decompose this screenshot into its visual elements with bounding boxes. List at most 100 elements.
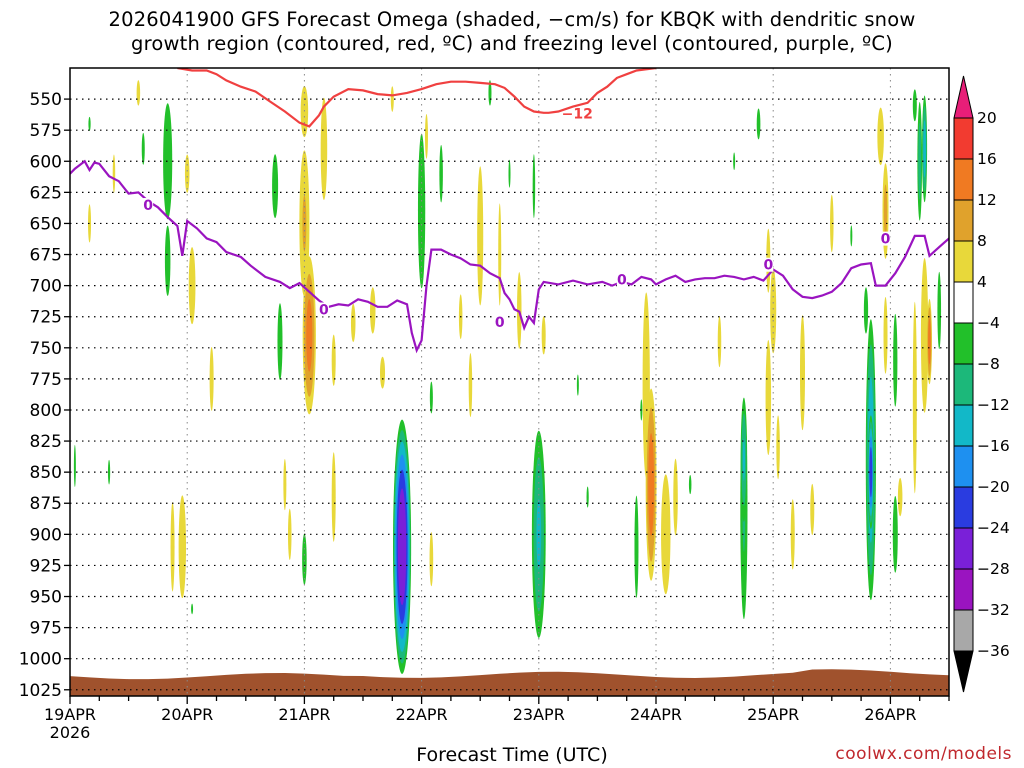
pressure-tick-label: 975 — [30, 619, 62, 639]
colorbar-bottom-triangle — [953, 650, 974, 693]
omega-cell — [586, 486, 589, 508]
colorbar-swatch — [953, 322, 974, 365]
freezing-contour-label: 0 — [143, 198, 153, 214]
omega-cell — [634, 495, 639, 598]
omega-cell — [390, 86, 394, 112]
pressure-axis: 550 575 600 625 650 675 700 725 750 775 800 825 850 8… — [19, 90, 70, 701]
omega-shade — [107, 459, 111, 485]
omega-cell — [922, 95, 928, 203]
omega-cell — [184, 154, 190, 193]
omega-shade — [331, 452, 336, 542]
omega-cell — [429, 532, 434, 587]
pressure-tick-label: 775 — [30, 370, 62, 390]
omega-shade — [283, 459, 287, 511]
chart-title-line-1: 2026041900 GFS Forecast Omega (shaded, −… — [108, 8, 916, 31]
omega-shade — [688, 475, 692, 495]
time-tick-label: 26APR — [864, 705, 916, 724]
colorbar-level-label: −36 — [977, 642, 1010, 660]
omega-shade — [892, 495, 898, 573]
omega-cell — [141, 132, 145, 165]
omega-shade — [918, 122, 922, 200]
omega-shade — [429, 381, 433, 414]
omega-cell — [541, 316, 546, 355]
time-tick-label: 25APR — [747, 705, 799, 724]
pressure-tick-label: 800 — [30, 401, 62, 421]
omega-shade — [209, 346, 214, 411]
colorbar-level-label: 16 — [977, 150, 997, 168]
omega-shade — [468, 353, 473, 418]
omega-shade — [170, 502, 175, 592]
colorbar-level-label: −28 — [977, 560, 1010, 578]
omega-shade — [136, 80, 141, 106]
pressure-tick-label: 550 — [30, 90, 62, 110]
omega-shade — [576, 374, 579, 396]
omega-shade — [863, 287, 869, 334]
contour-label-bg — [143, 198, 154, 213]
time-tick-label: 20APR — [161, 705, 213, 724]
omega-cell — [287, 508, 292, 560]
omega-cell — [673, 458, 678, 536]
colorbar-level-label: −20 — [977, 478, 1010, 496]
omega-shade — [765, 340, 772, 456]
colorbar-swatch — [953, 199, 974, 242]
omega-cell — [417, 133, 426, 289]
pressure-tick-label: 900 — [30, 525, 62, 545]
chart-title: 2026041900 GFS Forecast Omega (shaded, −… — [0, 8, 1024, 56]
omega-cell — [576, 374, 579, 396]
time-tick-label: 24APR — [630, 705, 682, 724]
omega-shade — [877, 107, 884, 166]
colorbar-swatch — [953, 486, 974, 529]
colorbar-level-label: 12 — [977, 191, 997, 209]
omega-cell — [188, 247, 196, 325]
omega-shade — [799, 315, 806, 431]
omega-cell — [863, 287, 869, 334]
pressure-tick-label: 950 — [30, 588, 62, 608]
omega-cell — [883, 297, 888, 374]
omega-shade — [541, 316, 546, 355]
credit-text: coolwx.com/models — [835, 744, 1012, 764]
omega-shade — [429, 532, 434, 587]
omega-shade — [439, 144, 443, 203]
omega-shade — [634, 495, 639, 598]
omega-shade — [893, 313, 898, 407]
pressure-tick-label: 675 — [30, 246, 62, 266]
time-tick-label: 22APR — [396, 705, 448, 724]
omega-cell — [892, 495, 898, 573]
omega-cell — [799, 315, 806, 431]
omega-shade — [141, 132, 145, 165]
ground-surface — [70, 669, 949, 696]
omega-cell — [920, 258, 929, 413]
colorbar-level-label: −4 — [977, 314, 1000, 332]
x-axis-label: Forecast Time (UTC) — [416, 744, 608, 766]
pressure-tick-label: 600 — [30, 152, 62, 172]
omega-cell — [937, 271, 942, 350]
omega-cell — [756, 108, 761, 140]
colorbar-level-label: −24 — [977, 519, 1010, 537]
colorbar-swatch — [953, 527, 974, 570]
pressure-tick-label: 725 — [30, 308, 62, 328]
omega-shade — [912, 301, 917, 494]
omega-cell — [283, 459, 287, 511]
omega-cell — [867, 415, 874, 529]
pressure-tick-label: 700 — [30, 277, 62, 297]
omega-cell — [645, 388, 657, 581]
pressure-tick-label: 875 — [30, 494, 62, 514]
omega-cell — [688, 475, 692, 495]
omega-shade — [586, 486, 589, 508]
omega-shade — [742, 438, 746, 481]
omega-shade — [287, 508, 292, 560]
omega-cell — [897, 477, 903, 517]
omega-shade — [188, 247, 196, 325]
freezing-contour-label: 0 — [763, 258, 773, 274]
colorbar-swatch — [953, 609, 974, 652]
omega-cell — [136, 80, 141, 106]
omega-cell — [302, 533, 307, 585]
omega-cell — [776, 415, 780, 480]
omega-cell — [331, 334, 336, 386]
omega-shading-layer — [73, 80, 942, 674]
omega-colorbar: 20 16 12 8 4 −4 −8 −12 −16 −20 −24 −28 −32 −36 — [953, 75, 1010, 693]
colorbar-swatch — [953, 363, 974, 406]
omega-shade — [937, 271, 942, 350]
freezing-contour-label: 0 — [495, 315, 505, 331]
